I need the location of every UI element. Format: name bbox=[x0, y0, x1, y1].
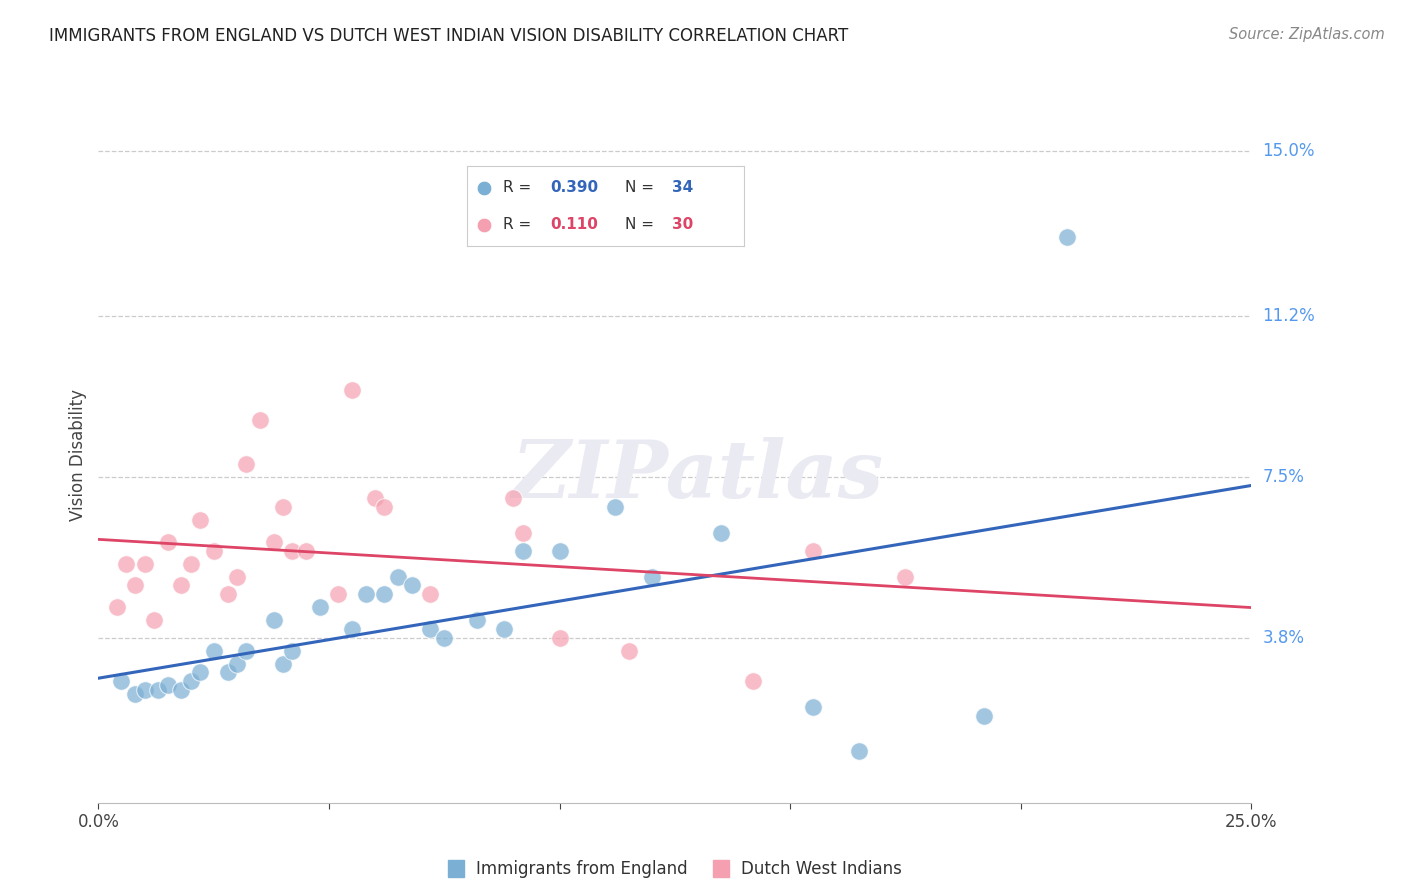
Point bbox=[134, 682, 156, 697]
Point bbox=[548, 543, 571, 558]
Point bbox=[641, 570, 664, 584]
Point bbox=[124, 687, 146, 701]
Point bbox=[354, 587, 377, 601]
Point bbox=[225, 570, 247, 584]
Point bbox=[1056, 230, 1078, 244]
Point bbox=[419, 587, 441, 601]
Point bbox=[188, 665, 211, 680]
Point bbox=[235, 457, 257, 471]
Text: 0.390: 0.390 bbox=[550, 180, 599, 195]
Point bbox=[148, 682, 170, 697]
Point bbox=[263, 535, 285, 549]
Point bbox=[548, 631, 571, 645]
Point bbox=[340, 622, 363, 636]
Point bbox=[512, 543, 534, 558]
Point bbox=[419, 622, 441, 636]
Point bbox=[263, 613, 285, 627]
Point bbox=[742, 674, 765, 689]
Text: N =: N = bbox=[626, 180, 659, 195]
Point bbox=[710, 526, 733, 541]
Point bbox=[271, 500, 294, 514]
Text: 30: 30 bbox=[672, 217, 693, 232]
Point bbox=[188, 513, 211, 527]
Point bbox=[973, 708, 995, 723]
Text: N =: N = bbox=[626, 217, 659, 232]
Text: 3.8%: 3.8% bbox=[1263, 629, 1305, 647]
Point bbox=[110, 674, 132, 689]
Text: 7.5%: 7.5% bbox=[1263, 467, 1305, 485]
Point bbox=[217, 665, 239, 680]
Point bbox=[295, 543, 318, 558]
Point bbox=[170, 682, 193, 697]
Point bbox=[281, 643, 304, 657]
Point bbox=[373, 587, 395, 601]
Point bbox=[617, 643, 640, 657]
Point bbox=[603, 500, 626, 514]
Point bbox=[373, 500, 395, 514]
Point bbox=[472, 218, 495, 232]
Text: IMMIGRANTS FROM ENGLAND VS DUTCH WEST INDIAN VISION DISABILITY CORRELATION CHART: IMMIGRANTS FROM ENGLAND VS DUTCH WEST IN… bbox=[49, 27, 848, 45]
Point bbox=[180, 557, 202, 571]
Point bbox=[801, 700, 824, 714]
Point bbox=[281, 543, 304, 558]
Point bbox=[156, 678, 179, 692]
Point bbox=[387, 570, 409, 584]
Point bbox=[401, 578, 423, 592]
Point bbox=[472, 181, 495, 195]
Point bbox=[894, 570, 917, 584]
Text: R =: R = bbox=[503, 217, 541, 232]
Text: 0.110: 0.110 bbox=[550, 217, 598, 232]
Point bbox=[465, 613, 488, 627]
Point bbox=[217, 587, 239, 601]
Point bbox=[494, 622, 516, 636]
Point bbox=[156, 535, 179, 549]
Point bbox=[328, 587, 350, 601]
Point bbox=[433, 631, 456, 645]
Text: 34: 34 bbox=[672, 180, 693, 195]
Point bbox=[124, 578, 146, 592]
Point bbox=[235, 643, 257, 657]
Point bbox=[115, 557, 138, 571]
Legend: Immigrants from England, Dutch West Indians: Immigrants from England, Dutch West Indi… bbox=[441, 854, 908, 885]
Point bbox=[502, 491, 524, 506]
Point bbox=[271, 657, 294, 671]
Point bbox=[340, 383, 363, 397]
Point bbox=[512, 526, 534, 541]
Point bbox=[105, 600, 128, 615]
Text: 15.0%: 15.0% bbox=[1263, 142, 1315, 160]
Point bbox=[308, 600, 330, 615]
Point bbox=[848, 744, 870, 758]
Text: Source: ZipAtlas.com: Source: ZipAtlas.com bbox=[1229, 27, 1385, 42]
Y-axis label: Vision Disability: Vision Disability bbox=[69, 389, 87, 521]
Point bbox=[801, 543, 824, 558]
Point bbox=[249, 413, 271, 427]
Point bbox=[142, 613, 165, 627]
Point bbox=[202, 643, 225, 657]
Point bbox=[225, 657, 247, 671]
Point bbox=[134, 557, 156, 571]
Point bbox=[180, 674, 202, 689]
Text: ZIPatlas: ZIPatlas bbox=[512, 437, 884, 515]
Point bbox=[170, 578, 193, 592]
Text: 11.2%: 11.2% bbox=[1263, 307, 1315, 325]
Point bbox=[364, 491, 387, 506]
Point bbox=[202, 543, 225, 558]
Text: R =: R = bbox=[503, 180, 537, 195]
